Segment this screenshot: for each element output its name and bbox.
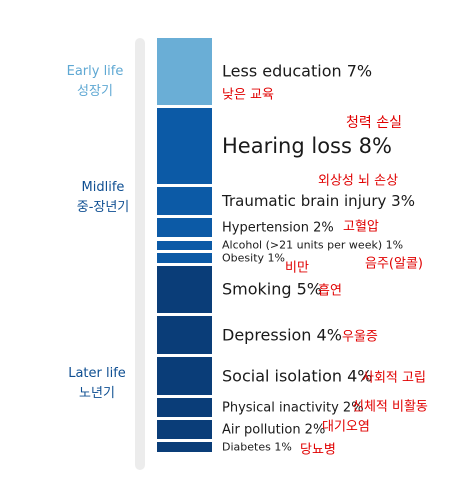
- stage-early-life: Early life 성장기: [40, 62, 150, 102]
- korean-label-9: 신체적 비활동: [352, 399, 428, 415]
- bar-segment-4: [157, 240, 212, 251]
- bar-segment-5: [157, 253, 212, 263]
- bar-segment-8: [157, 357, 212, 396]
- korean-label-6: 흡연: [318, 283, 342, 299]
- korean-label-4: 음주(알콜): [365, 256, 423, 272]
- stage-midlife-ko: 중-장년기: [76, 200, 130, 215]
- bar-segment-11: [157, 442, 212, 452]
- korean-label-8: 사회적 고립: [362, 370, 426, 386]
- stage-later-life-ko: 노년기: [79, 386, 115, 401]
- korean-label-7: 우울증: [342, 329, 378, 345]
- factor-label-2: Traumatic brain injury 3%: [222, 192, 415, 211]
- bar-segment-2: [157, 186, 212, 216]
- factor-label-5: Obesity 1%: [222, 251, 285, 265]
- factor-label-8: Social isolation 4%: [222, 366, 373, 386]
- stage-early-life-ko: 성장기: [77, 84, 113, 99]
- stage-early-life-en: Early life: [66, 64, 124, 79]
- korean-label-10: 대기오염: [322, 419, 370, 435]
- korean-label-1: 청력 손실: [346, 114, 402, 131]
- bar-segment-1: [157, 107, 212, 184]
- korean-label-0: 낮은 교육: [222, 87, 274, 103]
- life-stage-track: [135, 38, 145, 470]
- bar-segment-9: [157, 398, 212, 418]
- factor-label-11: Diabetes 1%: [222, 440, 292, 454]
- bar-segment-6: [157, 265, 212, 314]
- bar-segment-3: [157, 218, 212, 238]
- factor-label-10: Air pollution 2%: [222, 422, 326, 438]
- bar-segment-0: [157, 38, 212, 105]
- stage-later-life-en: Later life: [68, 366, 126, 381]
- stage-later-life: Later life 노년기: [42, 364, 152, 404]
- factor-label-7: Depression 4%: [222, 325, 342, 345]
- stage-midlife-en: Midlife: [81, 180, 125, 195]
- korean-label-3: 고혈압: [343, 219, 379, 235]
- factor-label-6: Smoking 5%: [222, 279, 323, 299]
- factor-label-3: Hypertension 2%: [222, 220, 334, 236]
- factor-label-9: Physical inactivity 2%: [222, 400, 364, 416]
- factor-label-4: Alcohol (>21 units per week) 1%: [222, 238, 404, 252]
- korean-label-2: 외상성 뇌 손상: [318, 173, 399, 189]
- stage-midlife: Midlife 중-장년기: [48, 178, 158, 218]
- factor-label-0: Less education 7%: [222, 61, 373, 81]
- korean-label-11: 당뇨병: [300, 442, 336, 458]
- bar-segment-7: [157, 316, 212, 355]
- factor-label-1: Hearing loss 8%: [222, 133, 392, 158]
- korean-label-5: 비만: [285, 260, 309, 276]
- bar-segment-10: [157, 420, 212, 440]
